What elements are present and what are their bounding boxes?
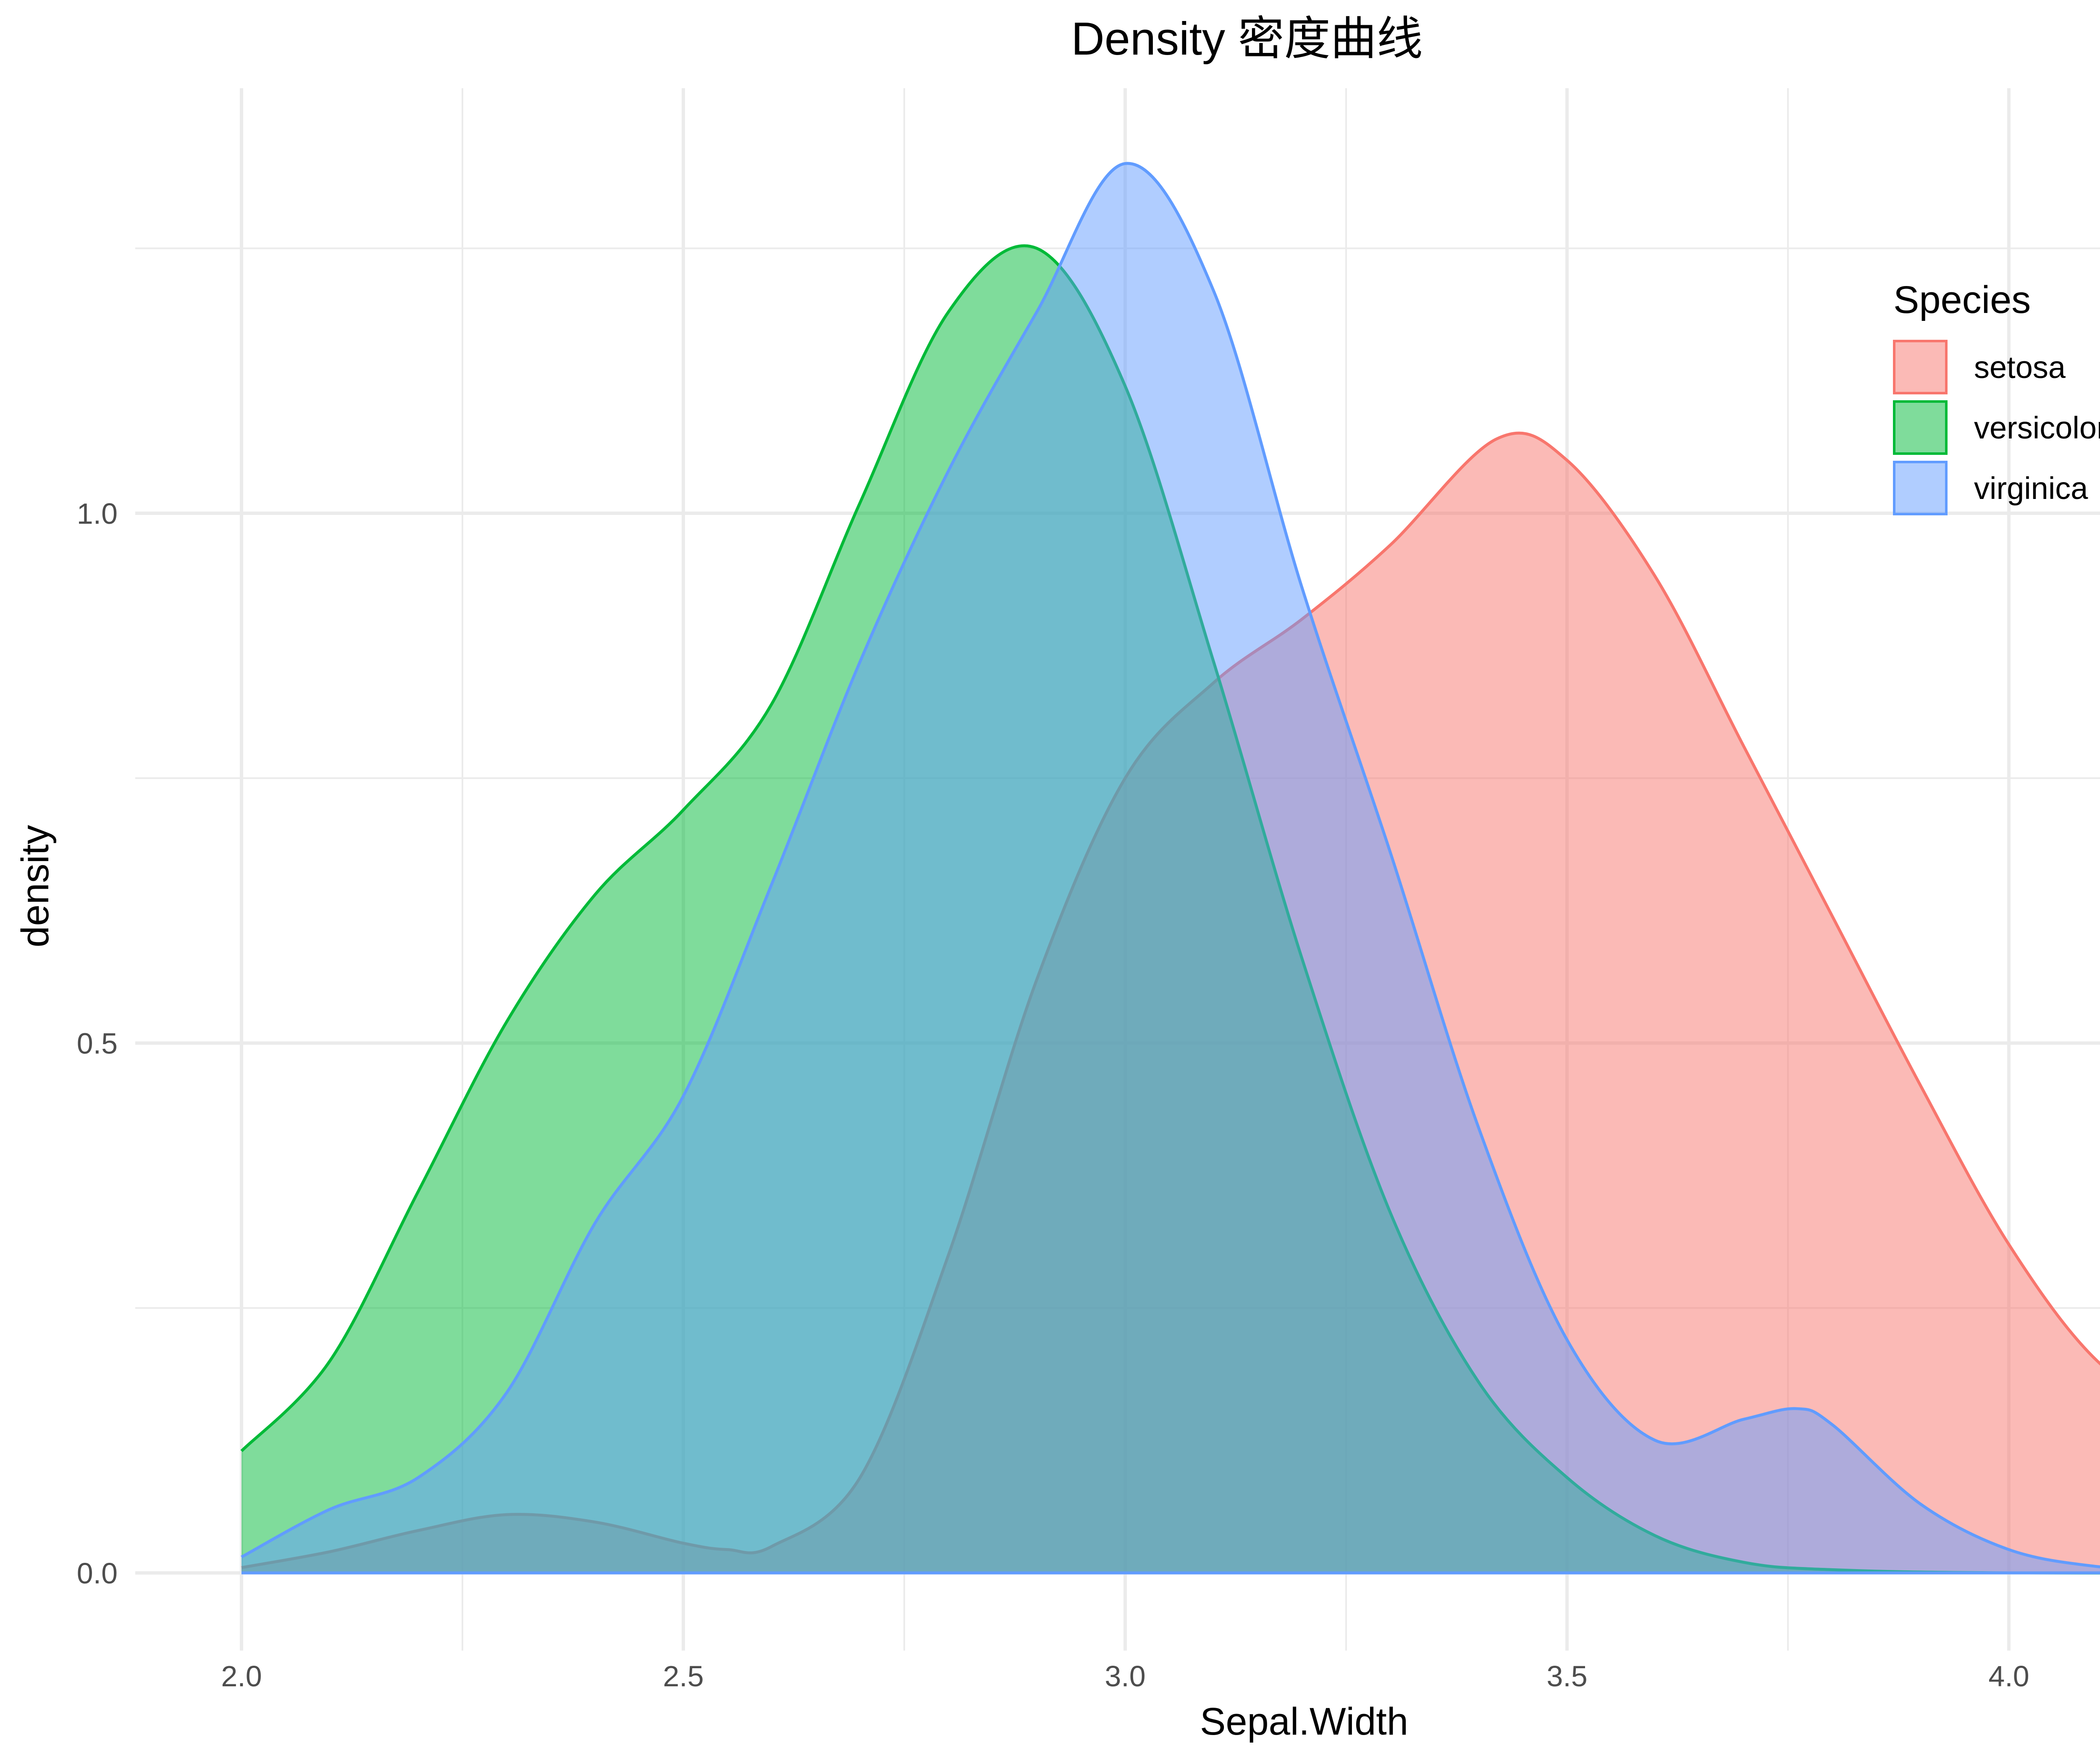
legend-swatch-setosa <box>1893 340 1948 394</box>
legend-item-virginica: virginica <box>1893 461 2088 515</box>
x-tick-label: 4.0 <box>1988 1660 2029 1693</box>
density-area-virginica <box>242 163 2100 1573</box>
legend-label-virginica: virginica <box>1974 471 2088 506</box>
x-tick-label: 3.5 <box>1546 1660 1587 1693</box>
x-tick-label: 2.5 <box>663 1660 704 1693</box>
density-series-virginica <box>241 162 2100 1575</box>
x-axis-ticks: 2.02.53.03.54.04.5 <box>221 1660 2029 1693</box>
y-tick-label: 0.0 <box>77 1557 118 1590</box>
legend-title: Species <box>1893 278 2031 321</box>
legend-swatch-virginica <box>1893 461 1948 515</box>
legend-item-versicolor: versicolor <box>1893 400 2100 455</box>
y-axis-ticks: 0.0 0.5 1.0 <box>77 497 118 1590</box>
x-tick-label: 2.0 <box>221 1660 262 1693</box>
y-axis-title: density <box>14 825 57 948</box>
x-tick-label: 3.0 <box>1105 1660 1145 1693</box>
density-line-virginica <box>241 162 2100 1569</box>
y-tick-label: 1.0 <box>77 497 118 530</box>
density-areas <box>240 162 2100 1575</box>
x-axis-title: Sepal.Width <box>1200 1700 1408 1743</box>
y-tick-label: 0.5 <box>77 1027 118 1060</box>
legend-label-versicolor: versicolor <box>1974 410 2100 445</box>
chart-title: Density 密度曲线 <box>1071 13 1423 65</box>
legend-label-setosa: setosa <box>1974 350 2066 385</box>
legend-swatch-versicolor <box>1893 400 1948 455</box>
legend: Species setosa versicolor virginica <box>1893 278 2100 515</box>
legend-item-setosa: setosa <box>1893 340 2066 394</box>
